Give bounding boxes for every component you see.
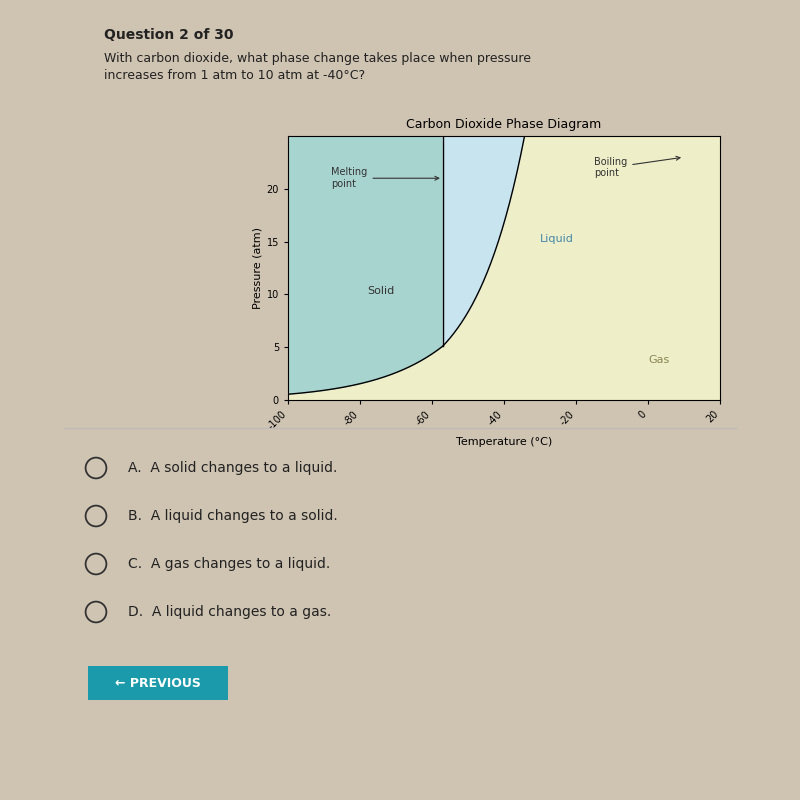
FancyBboxPatch shape (81, 665, 235, 702)
Text: D.  A liquid changes to a gas.: D. A liquid changes to a gas. (128, 605, 331, 619)
Polygon shape (288, 136, 443, 400)
Text: Solid: Solid (367, 286, 394, 296)
Title: Carbon Dioxide Phase Diagram: Carbon Dioxide Phase Diagram (406, 118, 602, 130)
X-axis label: Temperature (°C): Temperature (°C) (456, 437, 552, 447)
Y-axis label: Pressure (atm): Pressure (atm) (253, 227, 262, 309)
Text: ← PREVIOUS: ← PREVIOUS (115, 677, 201, 690)
Text: Liquid: Liquid (540, 234, 574, 243)
Text: Gas: Gas (648, 355, 670, 365)
Text: Boiling
point: Boiling point (594, 156, 680, 178)
Text: Melting
point: Melting point (331, 167, 438, 189)
Text: C.  A gas changes to a liquid.: C. A gas changes to a liquid. (128, 557, 330, 571)
Text: With carbon dioxide, what phase change takes place when pressure
increases from : With carbon dioxide, what phase change t… (104, 52, 531, 82)
Text: B.  A liquid changes to a solid.: B. A liquid changes to a solid. (128, 509, 338, 523)
Text: A.  A solid changes to a liquid.: A. A solid changes to a liquid. (128, 461, 338, 475)
Text: Question 2 of 30: Question 2 of 30 (104, 28, 234, 42)
Polygon shape (443, 136, 720, 346)
